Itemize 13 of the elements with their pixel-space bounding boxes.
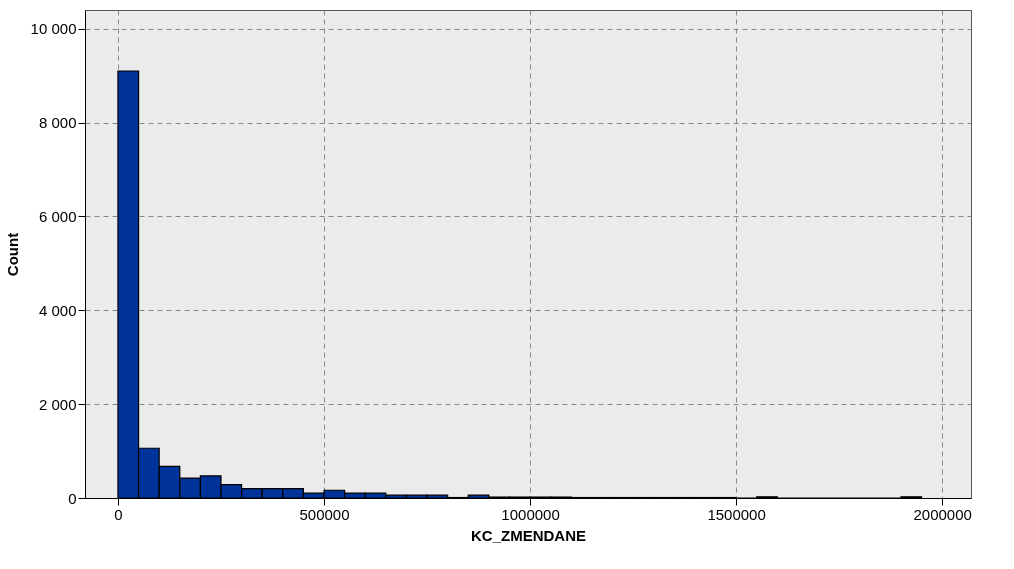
y-tick-label: 10 000 <box>30 20 77 38</box>
x-tick-label: 500000 <box>299 505 350 523</box>
y-tick-label: 0 <box>68 489 77 507</box>
x-tick-label: 1500000 <box>707 505 766 523</box>
y-axis-title: Count <box>3 232 21 277</box>
y-tick-label: 2 000 <box>38 395 77 413</box>
y-tick-label: 4 000 <box>38 301 77 319</box>
x-axis-title: KC_ZMENDANE <box>470 526 587 544</box>
y-tick-label: 8 000 <box>38 114 77 132</box>
y-tick-label: 6 000 <box>38 207 77 225</box>
x-tick-label: 0 <box>114 505 123 523</box>
x-tick-label: 1000000 <box>501 505 560 523</box>
x-tick-label: 2000000 <box>913 505 972 523</box>
